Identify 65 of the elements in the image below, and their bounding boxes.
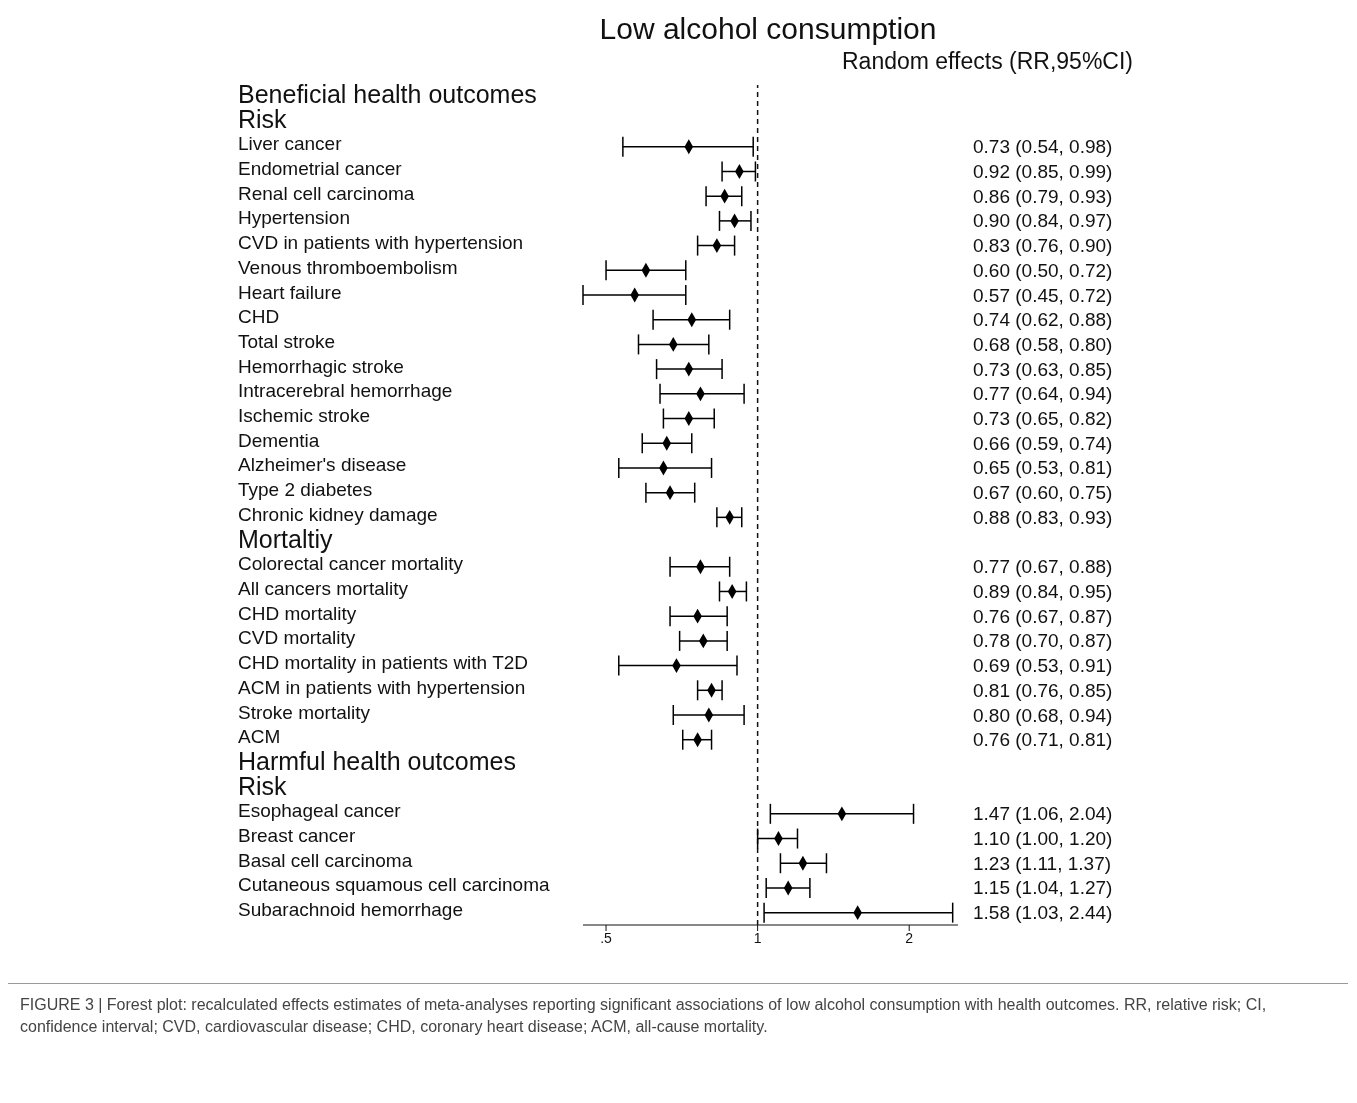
y-tick-label: Endometrial cancer [238, 157, 403, 179]
data-label: 0.81 (0.76, 0.85) [973, 679, 1113, 701]
data-label: 1.47 (1.06, 2.04) [973, 803, 1113, 825]
data-label: 0.77 (0.64, 0.94) [973, 383, 1113, 405]
data-label: 0.92 (0.85, 0.99) [973, 160, 1113, 182]
y-tick-label: Chronic kidney damage [238, 503, 438, 525]
data-label: 1.15 (1.04, 1.27) [973, 877, 1113, 899]
data-label: 1.58 (1.03, 2.44) [973, 902, 1113, 924]
y-tick-label: CVD in patients with hypertension [238, 232, 524, 254]
y-tick-label: Liver cancer [238, 133, 343, 155]
data-label: 0.83 (0.76, 0.90) [973, 235, 1113, 257]
y-tick-label: Venous thromboembolism [238, 256, 458, 278]
data-label: 1.23 (1.11, 1.37) [973, 852, 1112, 874]
chart-title: Low alcohol consumption [598, 12, 938, 46]
x-tick-label: 1 [753, 929, 762, 946]
data-label: 0.74 (0.62, 0.88) [973, 309, 1113, 331]
x-tick-label: 2 [905, 929, 914, 946]
data-label: 0.60 (0.50, 0.72) [973, 259, 1113, 281]
y-tick-label: Intracerebral hemorrhage [238, 380, 453, 402]
data-label: 0.73 (0.54, 0.98) [973, 136, 1113, 158]
data-label: 0.57 (0.45, 0.72) [973, 284, 1113, 306]
y-tick-label: Subarachnoid hemorrhage [238, 899, 463, 921]
data-label: 0.65 (0.53, 0.81) [973, 457, 1113, 479]
data-label: 0.76 (0.71, 0.81) [973, 729, 1113, 751]
data-label: 0.90 (0.84, 0.97) [973, 210, 1113, 232]
y-tick-label: All cancers mortality [238, 577, 409, 599]
y-tick-label: ACM in patients with hypertension [238, 676, 526, 698]
data-label: 0.67 (0.60, 0.75) [973, 482, 1113, 504]
y-tick-label: Hemorrhagic stroke [238, 355, 404, 377]
chart-subtitle: Random effects (RR,95%CI) [841, 48, 1134, 75]
y-tick-label: Esophageal cancer [238, 800, 402, 822]
data-label: 0.66 (0.59, 0.74) [973, 432, 1113, 454]
x-tick-label: .5 [600, 929, 613, 946]
y-tick-label: Dementia [238, 429, 320, 451]
y-tick-label: Cutaneous squamous cell carcinoma [238, 874, 550, 896]
data-label: 0.86 (0.79, 0.93) [973, 185, 1113, 207]
y-tick-label: Type 2 diabetes [238, 479, 373, 501]
y-tick-label: Mortaltiy [238, 525, 333, 554]
y-tick-label: Renal cell carcinoma [238, 182, 415, 204]
y-tick-label: Stroke mortality [238, 701, 371, 723]
data-label: 0.73 (0.65, 0.82) [973, 408, 1113, 430]
data-label: 1.10 (1.00, 1.20) [973, 828, 1113, 850]
caption: FIGURE 3 | Forest plot: recalculated effects estimates of meta-analyses reporting significant associations of low alcohol consumption with health outcomes. RR, relative risk; CI, confidence interval; CVD, cardiovascular disease; CHD, coronary heart disease; ACM, all-cause mortality. [8, 983, 1348, 1049]
y-tick-label: CVD mortality [238, 627, 356, 649]
y-tick-label: CHD [238, 306, 280, 328]
y-tick-label: CHD mortality in patients with T2D [238, 652, 529, 674]
y-tick-label: Heart failure [238, 281, 342, 303]
y-tick-label: Basal cell carcinoma [238, 849, 413, 871]
data-label: 0.69 (0.53, 0.91) [973, 655, 1113, 677]
data-label: 0.76 (0.67, 0.87) [973, 605, 1113, 627]
data-label: 0.73 (0.63, 0.85) [973, 358, 1113, 380]
data-label: 0.80 (0.68, 0.94) [973, 704, 1113, 726]
y-tick-label: ACM [238, 726, 281, 748]
data-label: 0.89 (0.84, 0.95) [973, 580, 1113, 602]
data-label: 0.68 (0.58, 0.80) [973, 333, 1113, 355]
data-label: 0.88 (0.83, 0.93) [973, 506, 1113, 528]
data-label: 0.78 (0.70, 0.87) [973, 630, 1113, 652]
y-tick-label: CHD mortality [238, 602, 357, 624]
y-tick-label: Total stroke [238, 330, 336, 352]
y-tick-label: Breast cancer [238, 825, 356, 847]
y-tick-label: Alzheimer's disease [238, 454, 407, 476]
data-label: 0.77 (0.67, 0.88) [973, 556, 1113, 578]
y-tick-label: Hypertension [238, 207, 350, 229]
y-tick-label: Colorectal cancer mortality [238, 553, 464, 575]
y-tick-label: Ischemic stroke [238, 405, 370, 427]
